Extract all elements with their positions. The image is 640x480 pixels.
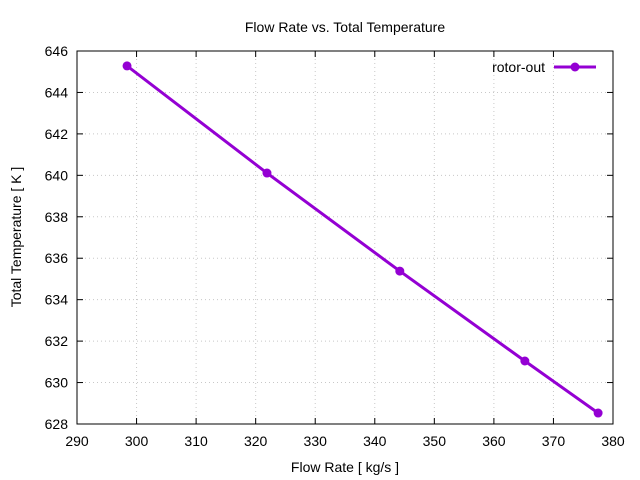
data-point (520, 356, 530, 366)
series-layer (122, 61, 603, 418)
y-tick-label: 646 (45, 43, 69, 59)
plot-frame (76, 50, 614, 425)
legend-label: rotor-out (492, 59, 545, 75)
y-tick-label: 638 (45, 209, 69, 225)
x-tick-label: 310 (184, 433, 208, 449)
y-tick-label: 642 (45, 126, 69, 142)
x-tick-label: 340 (363, 433, 387, 449)
y-tick-label: 634 (45, 292, 69, 308)
y-tick-label: 632 (45, 333, 69, 349)
data-point (122, 61, 132, 71)
y-axis-label: Total Temperature [ K ] (8, 167, 24, 308)
x-tick-label: 350 (423, 433, 447, 449)
data-point (262, 168, 272, 178)
x-tick-label: 300 (125, 433, 149, 449)
x-tick-label: 370 (542, 433, 566, 449)
y-tick-label: 628 (45, 416, 69, 432)
data-point (395, 266, 405, 276)
x-axis-label: Flow Rate [ kg/s ] (291, 459, 399, 475)
chart-title: Flow Rate vs. Total Temperature (245, 19, 445, 35)
legend-marker (570, 62, 580, 72)
legend: rotor-out (492, 59, 596, 75)
data-point (593, 408, 603, 418)
y-tick-label: 636 (45, 250, 69, 266)
x-tick-label: 360 (482, 433, 506, 449)
y-tick-label: 630 (45, 375, 69, 391)
x-tick-label: 290 (65, 433, 89, 449)
y-tick-label: 644 (45, 84, 69, 100)
y-tick-label: 640 (45, 167, 69, 183)
x-tick-label: 380 (601, 433, 625, 449)
grid (77, 51, 613, 424)
x-tick-label: 320 (244, 433, 268, 449)
x-tick-label: 330 (304, 433, 328, 449)
axis-ticks: 290 300 310 320 330 340 350 360 370 380 628 630 632 6… (45, 43, 625, 449)
